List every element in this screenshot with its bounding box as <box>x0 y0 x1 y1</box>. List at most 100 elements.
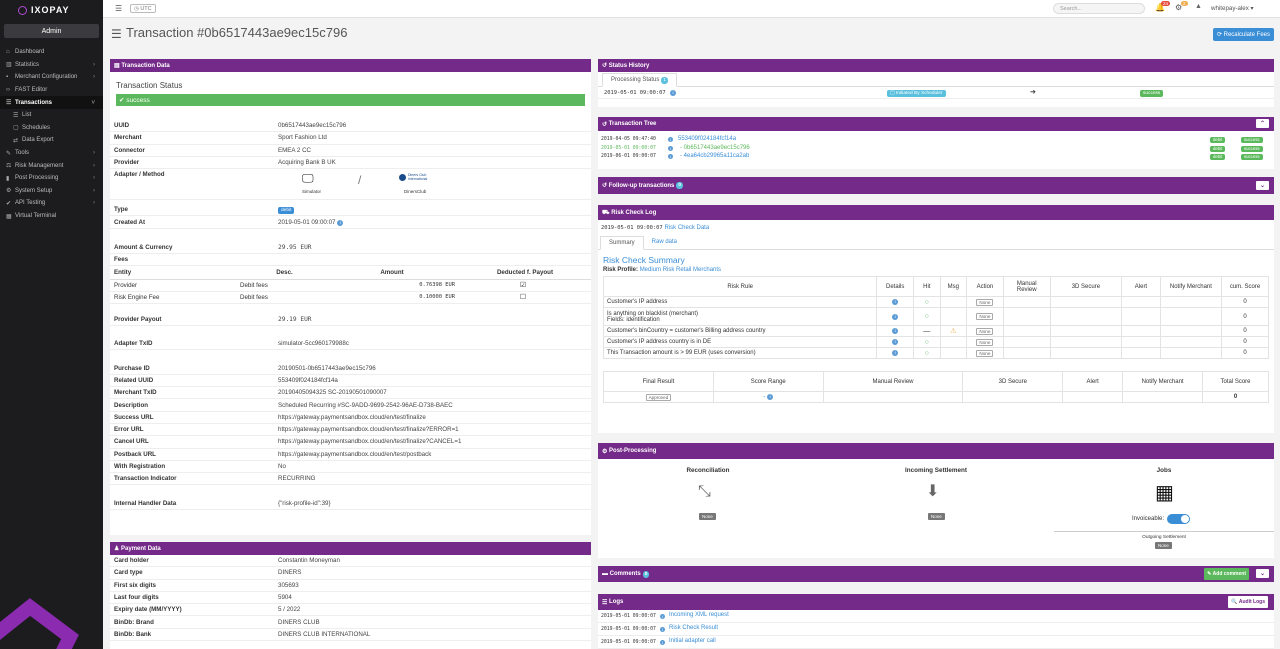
field-link[interactable]: 553409f024184fcf14a <box>278 376 338 384</box>
bell-icon[interactable]: 🔔 <box>1155 3 1165 12</box>
detail-row: Error URL https://gateway.paymentsandbox.… <box>110 424 591 437</box>
nav-transactions-data-export[interactable]: ⇄ Data Export <box>0 134 103 147</box>
add-comment-button[interactable]: ✎ Add comment <box>1204 568 1249 580</box>
fee-deducted-checkbox[interactable]: ☑ <box>519 282 527 290</box>
notification-badge: 24 <box>1161 1 1171 6</box>
log-entry-link[interactable]: Risk Check Result <box>669 625 719 631</box>
info-icon[interactable]: i <box>668 137 673 142</box>
nav-virtual-terminal[interactable]: ▦ Virtual Terminal <box>0 210 103 223</box>
final-column-header: Final Result <box>603 371 714 392</box>
risk-column-header: Notify Merchant <box>1159 276 1223 297</box>
tab-raw-data[interactable]: Raw data <box>651 239 678 245</box>
field-value: DINERS CLUB INTERNATIONAL <box>278 630 371 638</box>
add-comment-label: Add comment <box>1212 571 1246 577</box>
info-icon[interactable]: i <box>767 394 774 400</box>
nav-tools[interactable]: ✎ Tools › <box>0 147 103 160</box>
tree-date: 2019-04-05 09:47:40 <box>601 137 656 142</box>
nav-label: Tools <box>15 150 30 157</box>
info-row: UUID 0b6517443ae9ec15c796 <box>110 120 591 133</box>
info-icon[interactable]: i <box>892 299 899 305</box>
risk-empty-cell <box>1002 325 1051 337</box>
field-label: Merchant <box>114 134 142 142</box>
table-icon: ▤ <box>114 63 122 69</box>
invoiceable-toggle[interactable] <box>1167 514 1191 524</box>
field-value: RECURRING <box>278 475 316 483</box>
risk-profile-link[interactable]: Medium Risk Retail Merchants <box>639 267 722 273</box>
fees-table-header: Entity Desc. Amount Deducted f. Payout <box>110 266 591 280</box>
field-label: BinDb: Brand <box>114 618 154 626</box>
warning-icon[interactable]: ▲ <box>1195 3 1202 10</box>
tree-transaction-link[interactable]: - 0b6517443ae9ec15c796 <box>680 144 750 151</box>
nav-dashboard[interactable]: ⌂ Dashboard <box>0 46 103 59</box>
divider <box>1054 531 1274 532</box>
info-icon[interactable]: i <box>668 145 673 151</box>
nav-risk-management[interactable]: ⚖ Risk Management › <box>0 159 103 172</box>
fee-amount: 0.76398 EUR <box>419 282 455 289</box>
field-label: With Registration <box>114 462 166 470</box>
brand-logo[interactable]: IXOPAY <box>0 0 103 20</box>
fee-deducted-checkbox[interactable]: ☐ <box>519 294 527 302</box>
nav-transactions-list[interactable]: ☰ List <box>0 109 103 122</box>
nav-merchant-configuration[interactable]: ▪ Merchant Configuration › <box>0 71 103 84</box>
handler-label: Internal Handler Data <box>114 499 177 507</box>
user-menu[interactable]: whitepay-alex ▾ <box>1211 5 1254 12</box>
nav-statistics[interactable]: ▥ Statistics › <box>0 59 103 72</box>
info-icon[interactable]: i <box>660 614 665 619</box>
panel-header: ↺ Status History <box>598 59 1274 72</box>
nav-icon: ‹› <box>6 87 10 94</box>
info-icon[interactable]: i <box>668 154 673 159</box>
nav-fast-editor[interactable]: ‹› FAST Editor <box>0 84 103 97</box>
info-icon[interactable]: i <box>892 328 899 334</box>
initiated-by-scheduler-label: ▢ Initiated By Scheduler <box>887 90 946 97</box>
risk-check-data-link[interactable]: Risk Check Data <box>664 225 710 231</box>
expand-button[interactable]: ⌄ <box>1256 181 1269 190</box>
admin-button[interactable]: Admin <box>4 24 99 38</box>
field-label: Success URL <box>114 413 154 421</box>
info-icon[interactable]: i <box>660 627 665 632</box>
collapse-button[interactable]: ⌃ <box>1256 119 1269 128</box>
transaction-status-title: Transaction Status <box>116 81 183 90</box>
info-icon[interactable]: i <box>660 640 665 645</box>
tree-transaction-link[interactable]: - 4ea64cb29965a11ca2ab <box>680 153 750 159</box>
audit-logs-button[interactable]: 🔍 Audit Logs <box>1228 596 1268 608</box>
timezone-badge[interactable]: ◷ UTC <box>130 4 156 13</box>
diners-club-logo: Diners Club International <box>399 173 430 181</box>
risk-rule-cell: Customer's IP address country is in DE <box>602 336 878 348</box>
info-icon[interactable]: i <box>892 313 899 320</box>
panel-title: Follow-up transactions <box>608 182 675 189</box>
menu-toggle-icon[interactable]: ☰ <box>115 4 123 13</box>
tab-processing-status[interactable]: Processing Status 1 <box>602 73 678 87</box>
log-entry-link[interactable]: Incoming XML request <box>669 612 729 618</box>
nav-api-testing[interactable]: ✔ API Testing › <box>0 197 103 210</box>
info-icon[interactable]: i <box>670 90 676 96</box>
nav-transactions-schedules[interactable]: ▢ Schedules <box>0 122 103 135</box>
incoming-settlement-status: None <box>928 513 945 520</box>
nav-post-processing[interactable]: ▮ Post Processing › <box>0 172 103 185</box>
action-none-badge: None <box>976 349 994 357</box>
nav-label: Data Export <box>22 137 54 144</box>
final-result-badge: Approved <box>645 393 672 401</box>
adapter-txid-label: Adapter TxID <box>114 340 153 348</box>
expand-button[interactable]: ⌄ <box>1256 569 1269 578</box>
info-icon[interactable]: i <box>892 350 899 356</box>
adapter-txid-row: Adapter TxID simulator-5cc960179988c <box>110 338 591 351</box>
info-icon[interactable]: i <box>892 339 899 345</box>
nav-system-setup[interactable]: ⚙ System Setup › <box>0 185 103 198</box>
info-icon[interactable]: i <box>337 219 344 226</box>
panel-header: ☰ Logs 🔍 Audit Logs <box>598 594 1274 610</box>
tree-status-badge: success <box>1241 137 1263 143</box>
nav-transactions[interactable]: ☰ Transactions ˅ <box>0 96 103 109</box>
messages-icon[interactable]: ⚙ <box>1175 3 1183 12</box>
risk-empty-cell <box>1002 336 1051 348</box>
recalculate-fees-button[interactable]: ⟳ Recalculate Fees <box>1212 28 1274 41</box>
risk-action-cell: None <box>966 296 1004 308</box>
payment-row: BinDb: Bank DINERS CLUB INTERNATIONAL <box>110 629 591 642</box>
payment-row: BinDb: Brand DINERS CLUB <box>110 616 591 629</box>
fee-entity: Provider <box>114 281 138 289</box>
tab-summary[interactable]: Summary <box>600 236 644 250</box>
log-entry-link[interactable]: Initial adapter call <box>669 638 716 644</box>
field-link[interactable]: EMEA 2 CC <box>278 146 312 154</box>
tree-transaction-link[interactable]: 553409f024184fcf14a <box>678 136 737 142</box>
search-input[interactable]: Search... <box>1053 3 1145 14</box>
created-row: Created At 2019-05-01 09:00:07 i <box>110 216 591 229</box>
